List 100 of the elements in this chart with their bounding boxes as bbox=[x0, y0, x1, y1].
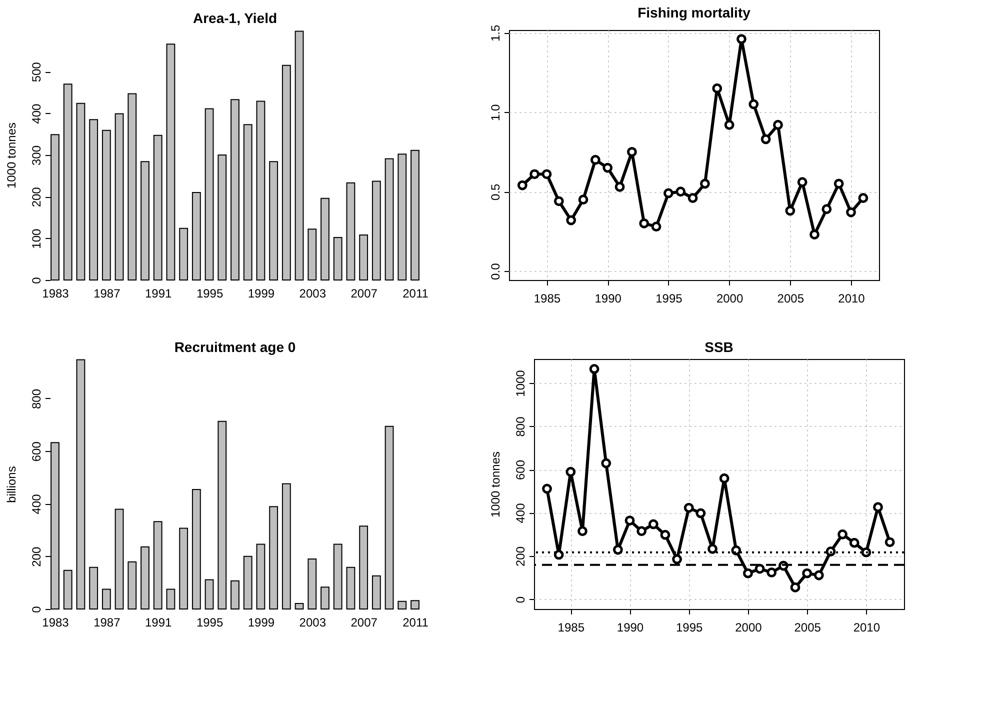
bar bbox=[153, 134, 162, 280]
point bbox=[517, 180, 528, 190]
bar bbox=[346, 566, 356, 610]
bar bbox=[114, 113, 124, 280]
y-tick-label: 0 bbox=[30, 276, 44, 284]
bar bbox=[218, 154, 227, 280]
bar bbox=[204, 579, 214, 610]
x-tick-label: 2010 bbox=[853, 620, 880, 634]
y-tick-label: 200 bbox=[30, 546, 44, 567]
point bbox=[846, 207, 856, 218]
point bbox=[663, 188, 674, 198]
x-tick-label: 1999 bbox=[248, 616, 275, 630]
bar bbox=[398, 600, 407, 610]
point bbox=[554, 550, 564, 560]
point bbox=[724, 120, 734, 130]
x-tick-label: 2005 bbox=[777, 292, 804, 306]
bar bbox=[140, 546, 150, 610]
y-axis-title: billions bbox=[4, 466, 18, 503]
x-tick-label: 1987 bbox=[94, 286, 121, 300]
bar bbox=[128, 561, 137, 610]
y-tick-label: 1.5 bbox=[488, 24, 502, 42]
bar bbox=[269, 161, 278, 280]
point bbox=[719, 473, 730, 484]
x-tick-label: 1985 bbox=[534, 292, 561, 306]
point bbox=[612, 544, 623, 555]
x-tick-label: 1995 bbox=[676, 620, 704, 634]
point bbox=[700, 178, 710, 189]
y-tick-label: 300 bbox=[30, 145, 44, 166]
bar bbox=[166, 44, 176, 280]
x-tick-label: 2003 bbox=[299, 616, 326, 630]
point bbox=[822, 204, 832, 214]
y-tick-label: 1000 bbox=[514, 370, 528, 397]
point bbox=[626, 146, 637, 157]
point bbox=[708, 544, 718, 554]
bar bbox=[384, 426, 394, 610]
bar bbox=[308, 228, 317, 280]
chart-title: Recruitment age 0 bbox=[174, 339, 296, 355]
bar bbox=[128, 93, 137, 280]
point bbox=[614, 182, 625, 192]
point bbox=[743, 568, 753, 578]
bar bbox=[282, 64, 291, 280]
bar bbox=[359, 526, 368, 610]
point bbox=[624, 516, 635, 526]
point bbox=[660, 530, 670, 540]
x-tick-label: 2011 bbox=[402, 286, 429, 300]
bar bbox=[333, 544, 342, 610]
point bbox=[542, 484, 552, 494]
point bbox=[696, 508, 706, 518]
x-tick-label: 1995 bbox=[196, 616, 224, 630]
bar bbox=[243, 124, 252, 280]
bar bbox=[333, 237, 342, 280]
x-tick-label: 1991 bbox=[145, 286, 172, 300]
bar bbox=[372, 180, 381, 280]
bar bbox=[204, 108, 214, 280]
y-tick-label: 0.5 bbox=[488, 183, 502, 200]
x-tick-label: 2007 bbox=[350, 616, 378, 630]
point bbox=[748, 99, 759, 110]
point bbox=[589, 364, 600, 374]
bar bbox=[102, 130, 111, 280]
point bbox=[602, 162, 613, 173]
bar bbox=[89, 119, 98, 280]
bar bbox=[398, 154, 407, 280]
point bbox=[578, 194, 588, 205]
point bbox=[826, 546, 836, 556]
x-tick-label: 1983 bbox=[42, 616, 70, 630]
point bbox=[873, 502, 883, 512]
y-tick-label: 800 bbox=[514, 416, 528, 437]
bar bbox=[230, 99, 240, 280]
bar bbox=[256, 544, 266, 610]
x-tick-label: 2003 bbox=[299, 286, 326, 300]
y-tick-label: 800 bbox=[30, 388, 44, 409]
bar bbox=[179, 528, 188, 610]
point bbox=[766, 568, 777, 578]
point bbox=[785, 206, 796, 216]
point bbox=[858, 193, 868, 203]
bar bbox=[410, 600, 420, 610]
point bbox=[648, 519, 658, 530]
bar bbox=[320, 198, 330, 280]
point bbox=[802, 568, 812, 578]
y-axis-title: 1000 tonnes bbox=[488, 451, 502, 518]
bar bbox=[76, 102, 86, 280]
x-tick-label: 1991 bbox=[145, 616, 172, 630]
bar bbox=[140, 161, 150, 280]
bar bbox=[192, 192, 201, 280]
bar bbox=[269, 506, 278, 610]
y-tick-label: 600 bbox=[30, 441, 44, 462]
point bbox=[651, 222, 662, 232]
point bbox=[636, 526, 647, 536]
x-tick-label: 1987 bbox=[94, 616, 121, 630]
point bbox=[601, 458, 612, 468]
point bbox=[688, 193, 698, 203]
point bbox=[672, 554, 682, 564]
x-tick-label: 2000 bbox=[735, 620, 762, 634]
bar bbox=[192, 489, 201, 610]
point bbox=[790, 582, 800, 592]
chart-title: Area-1, Yield bbox=[192, 10, 278, 26]
bar bbox=[179, 228, 188, 280]
bar bbox=[256, 100, 266, 280]
y-tick-label: 200 bbox=[514, 546, 528, 567]
x-tick-label: 1985 bbox=[558, 620, 585, 634]
